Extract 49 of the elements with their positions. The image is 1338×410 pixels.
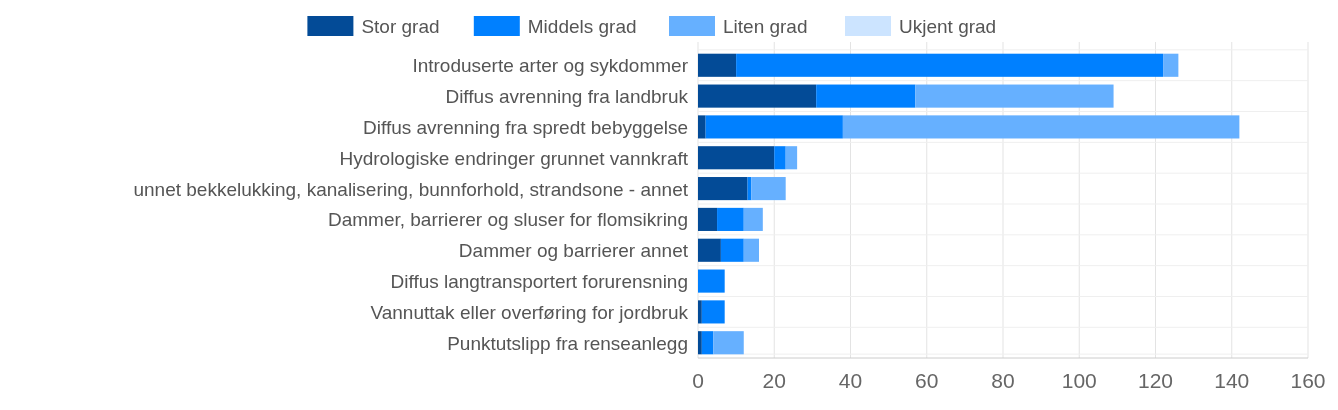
bar	[785, 146, 798, 170]
bar	[698, 331, 702, 355]
bar	[717, 207, 744, 231]
x-tick-label: 80	[991, 369, 1015, 392]
y-tick-label: Dammer og barrierer annet	[458, 240, 689, 262]
y-tick-label: Punktutslipp fra renseanlegg	[447, 332, 688, 354]
y-tick-label: Dammer, barrierer og sluser for flomsikring	[327, 209, 688, 231]
bar	[713, 331, 744, 355]
bar	[743, 207, 763, 231]
bar	[698, 115, 706, 139]
bar	[915, 84, 1114, 108]
bar	[698, 146, 775, 170]
x-tick-label: 20	[762, 369, 786, 392]
y-tick-label: Hydrologiske endringer grunnet vannkraft	[339, 147, 689, 169]
x-tick-label: 40	[838, 369, 863, 392]
bar	[743, 238, 759, 262]
bar	[698, 300, 702, 324]
bar	[842, 115, 1240, 139]
y-tick-label: Diffus avrenning fra landbruk	[445, 86, 689, 108]
x-tick-label: 140	[1214, 369, 1250, 392]
legend-label: Liten grad	[723, 16, 808, 37]
y-tick-label: unnet bekkelukking, kanalisering, bunnforhold, strandsone - annet	[133, 178, 689, 200]
bar	[751, 177, 786, 201]
bar	[698, 269, 725, 293]
bar	[698, 238, 721, 262]
x-tick-label: 60	[915, 369, 939, 392]
y-tick-label: Vannuttak eller overføring for jordbruk	[370, 301, 689, 323]
bar	[698, 207, 718, 231]
bar	[1163, 53, 1179, 77]
bar	[698, 84, 817, 108]
legend-label: Middels grad	[527, 16, 637, 37]
x-tick-label: 120	[1137, 369, 1174, 392]
bar	[816, 84, 916, 108]
x-tick-label: 100	[1061, 369, 1097, 392]
x-tick-label: 160	[1290, 369, 1326, 392]
bar	[698, 177, 748, 201]
bar	[705, 115, 843, 139]
x-tick-label: 0	[692, 369, 704, 392]
bar	[698, 53, 737, 77]
bar	[720, 238, 744, 262]
y-tick-label: Introduserte arter og sykdommer	[412, 55, 689, 77]
legend-label: Ukjent grad	[899, 16, 997, 37]
bar	[701, 300, 725, 324]
y-tick-label: Diffus avrenning fra spredt bebyggelse	[363, 116, 688, 138]
bar	[736, 53, 1164, 77]
bar	[701, 331, 714, 355]
legend-label: Stor grad	[361, 16, 440, 37]
y-tick-label: Diffus langtransportert forurensning	[390, 271, 688, 293]
bar	[774, 146, 786, 170]
